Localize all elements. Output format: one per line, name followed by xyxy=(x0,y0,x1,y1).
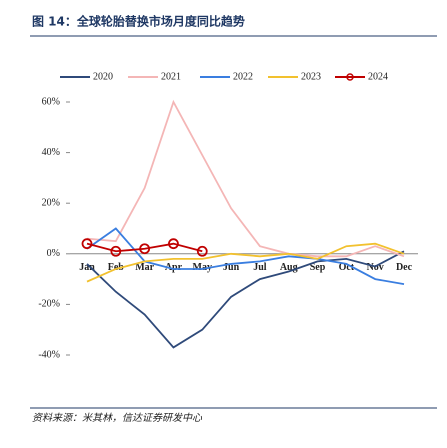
y-tick-label: 20% xyxy=(42,197,60,208)
series-line xyxy=(86,250,405,349)
legend-label: 2024 xyxy=(368,71,388,82)
y-tick-label: -40% xyxy=(38,349,60,360)
x-tick-label: Sep xyxy=(310,262,326,273)
x-tick-label: Oct xyxy=(339,262,355,273)
x-tick-label: Nov xyxy=(367,262,384,273)
x-tick-label: Dec xyxy=(396,262,413,273)
point-marker xyxy=(81,238,93,250)
series-line xyxy=(86,242,203,253)
legend-label: 2023 xyxy=(301,71,321,82)
legend-label: 2020 xyxy=(93,71,113,82)
y-tick-label: 60% xyxy=(42,96,60,107)
x-tick-label: May xyxy=(193,262,212,273)
point-marker xyxy=(110,245,122,257)
legend-label: 2021 xyxy=(161,71,181,82)
series-line xyxy=(86,242,405,283)
source-note: 资料来源：米其林，信达证券研发中心 xyxy=(32,412,203,424)
point-marker xyxy=(168,238,179,250)
x-tick-label: Mar xyxy=(135,262,154,273)
legend-marker xyxy=(346,73,354,81)
chart-title: 图 14：全球轮胎替换市场月度同比趋势 xyxy=(32,14,245,29)
point-marker xyxy=(196,245,208,257)
legend-label: 2022 xyxy=(233,71,253,82)
y-tick-label: -20% xyxy=(38,299,60,310)
y-tick-label: 40% xyxy=(42,147,60,158)
y-tick-label: 0% xyxy=(47,248,60,259)
x-tick-label: Jun xyxy=(223,262,240,273)
x-tick-label: Jul xyxy=(253,262,267,273)
x-tick-label: Feb xyxy=(108,262,125,273)
x-tick-label: Aug xyxy=(280,262,298,273)
series-line xyxy=(86,99,405,258)
x-tick-label: Apr xyxy=(165,262,183,273)
series-line xyxy=(86,227,405,286)
point-marker xyxy=(139,243,151,255)
x-tick-label: Jan xyxy=(79,262,95,273)
